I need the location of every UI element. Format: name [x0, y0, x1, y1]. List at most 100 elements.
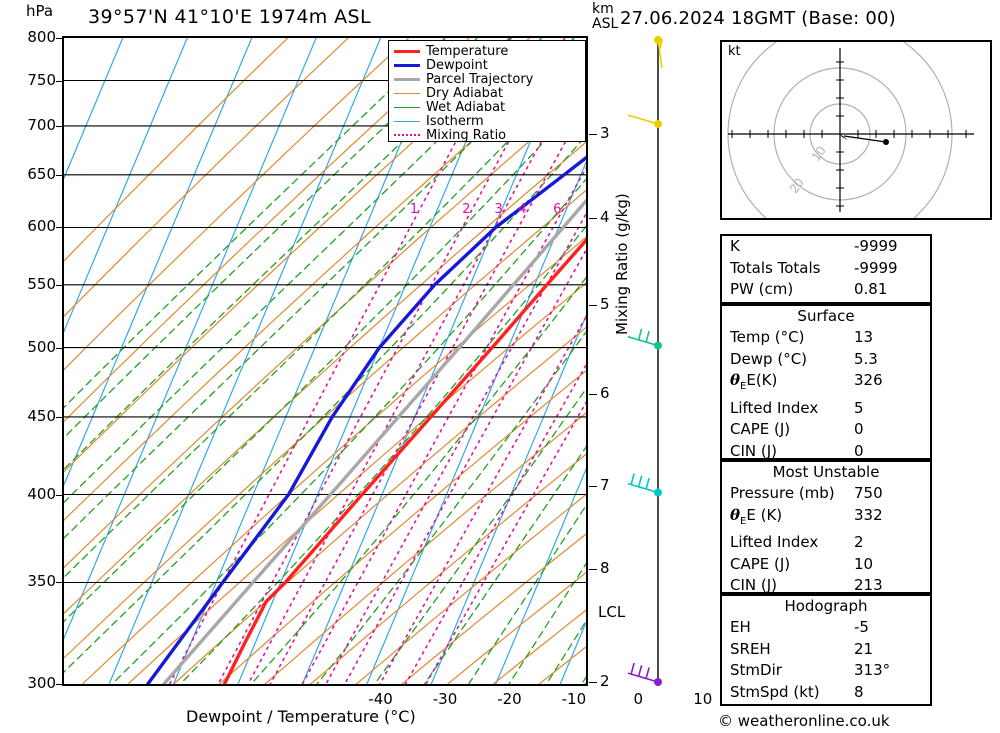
index-row: Totals Totals -9999 [722, 258, 930, 280]
height-tick-label-4: 4 [600, 208, 610, 227]
index-value: 5 [854, 398, 864, 417]
legend-item: Isotherm [394, 114, 581, 128]
index-value: 332 [854, 505, 883, 524]
pressure-tick-750 [56, 80, 64, 82]
index-value: 8 [854, 682, 864, 701]
hodograph: kt 102040 [713, 21, 992, 247]
x-tick-label-10: 10 [693, 690, 713, 708]
index-row: SREH 21 [722, 639, 930, 661]
index-value: 213 [854, 576, 883, 594]
index-key: StmDir [730, 661, 782, 679]
legend-item: Mixing Ratio [394, 128, 581, 142]
isotherm-line [430, 314, 586, 684]
pressure-tick-650 [56, 174, 64, 176]
dry-adiabat-line [310, 453, 586, 684]
index-row: PW (cm) 0.81 [722, 279, 930, 301]
legend-label: Wet Adiabat [426, 99, 506, 115]
series-dewpoint [146, 155, 586, 684]
pressure-tick-label-550: 550 [27, 274, 56, 293]
wind-barb-shaft [623, 481, 659, 494]
index-row: Pressure (mb) 750 [722, 483, 930, 505]
height-tick-7 [589, 485, 597, 487]
pressure-tick-600 [56, 227, 64, 229]
index-key: CIN (J) [730, 576, 778, 594]
index-row: CAPE (J) 10 [722, 554, 930, 576]
height-unit-line1: km [592, 1, 614, 17]
height-unit-line2: ASL [592, 16, 619, 32]
index-row: K -9999 [722, 236, 930, 258]
pressure-tick-label-350: 350 [27, 572, 56, 591]
isotherm-line [301, 38, 575, 684]
index-key: K [730, 237, 740, 255]
mixing-ratio-label-2: 2 [462, 201, 471, 217]
pressure-tick-500 [56, 347, 64, 349]
height-tick-label-2: 2 [600, 672, 610, 690]
height-tick-label-8: 8 [600, 559, 610, 578]
pressure-tick-label-700: 700 [27, 115, 56, 134]
station-title: 39°57'N 41°10'E 1974m ASL [88, 6, 371, 28]
lcl-label: LCL [598, 603, 626, 621]
legend-label: Dry Adiabat [426, 85, 503, 101]
height-tick-5 [589, 305, 597, 307]
height-tick-8 [589, 569, 597, 571]
index-row: StmSpd (kt) 8 [722, 682, 930, 704]
legend-label: Temperature [426, 43, 509, 59]
index-value: 2 [854, 533, 864, 551]
x-tick-label--20: -20 [497, 690, 522, 708]
mixing-ratio-label-6: 6 [553, 201, 562, 217]
height-tick-label-7: 7 [600, 475, 610, 494]
index-row: StmDir 313° [722, 660, 930, 682]
index-value: 0.81 [854, 280, 888, 298]
index-key: Lifted Index [730, 398, 819, 417]
index-value: 750 [854, 484, 883, 502]
wind-barb-flag [645, 667, 650, 679]
index-key: PW (cm) [730, 280, 794, 298]
wind-barb-shaft [623, 671, 659, 683]
legend-swatch-icon [394, 92, 420, 94]
pressure-tick-350 [56, 582, 64, 584]
copyright-label: © weatheronline.co.uk [718, 712, 890, 730]
index-key: Pressure (mb) [730, 484, 835, 502]
index-value: -9999 [854, 237, 898, 255]
pressure-tick-label-750: 750 [27, 70, 56, 89]
wind-barb-column [622, 36, 712, 686]
index-value: 313° [854, 661, 891, 679]
index-row: Lifted Index 5 [722, 398, 930, 420]
legend-swatch-icon [394, 77, 420, 81]
index-row: CIN (J) 213 [722, 575, 930, 597]
panel-title: Most Unstable [772, 463, 880, 481]
dry-adiabat-line [64, 38, 289, 262]
model-run-title: 27.06.2024 18GMT (Base: 00) [620, 8, 896, 29]
legend-item: Wet Adiabat [394, 100, 581, 114]
wind-barb-flag [645, 330, 650, 343]
isotherm-line [64, 38, 253, 487]
wind-barb-shaft [623, 113, 659, 125]
hodograph-storm-vector [843, 135, 887, 143]
height-tick-label-6: 6 [600, 384, 610, 403]
wind-barb-flag [637, 475, 643, 488]
wind-barb-shaft [657, 39, 663, 69]
wet-adiabat-line [111, 178, 586, 684]
legend-label: Dewpoint [426, 57, 488, 73]
index-key: Dewp (°C) [730, 349, 808, 368]
hodograph-svg: 102040 [713, 21, 974, 247]
index-row: CIN (J) 0 [722, 441, 930, 463]
wind-barb-flag [637, 328, 643, 341]
mixing-ratio-label-3: 3 [494, 201, 503, 217]
series-temperature [222, 237, 586, 684]
dry-adiabat-line [218, 370, 586, 684]
isotherm-line [108, 38, 382, 684]
dry-adiabat-line [355, 493, 586, 684]
index-value: 13 [854, 328, 874, 346]
pressure-tick-450 [56, 416, 64, 418]
panel-most-unstable-indices: Most Unstable Pressure (mb) 750 θEE (K) 332 L… [720, 460, 932, 594]
pressure-tick-550 [56, 284, 64, 286]
x-tick-label--40: -40 [368, 690, 393, 708]
dry-adiabat-line [264, 412, 586, 684]
wind-barb-flag [637, 665, 643, 677]
index-row: Temp (°C) 13 [722, 327, 930, 349]
mixing-ratio-line [325, 212, 586, 684]
wind-barb-node [654, 36, 662, 44]
legend-swatch-icon [394, 49, 420, 53]
panel-surface-indices: Surface Temp (°C) 13 Dewp (°C) 5.3 θEE(K) 326 L… [720, 304, 932, 460]
